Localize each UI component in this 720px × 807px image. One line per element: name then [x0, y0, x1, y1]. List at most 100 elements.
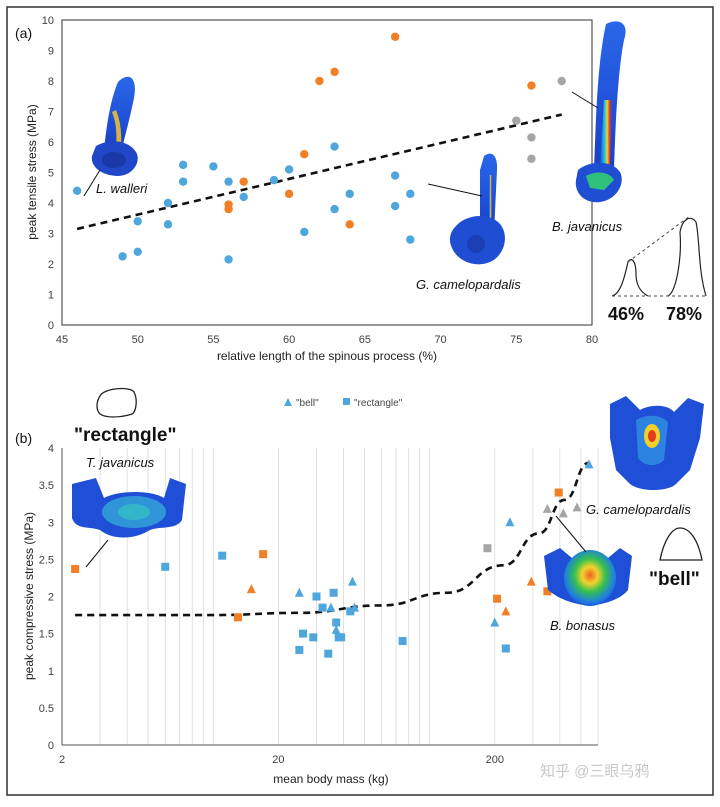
legend-rectangle-label: "rectangle" [354, 398, 403, 409]
watermark-text: 知乎 @三眼乌鸦 [540, 763, 649, 780]
g-camelopardalis-vertebra-image-a [449, 153, 505, 265]
panel-a-x-tick-5: 70 [434, 334, 446, 346]
panel-b-label: (b) [15, 430, 32, 446]
figure-frame [6, 6, 714, 796]
panel-a-y-tick-8: 8 [48, 76, 54, 88]
panel-a-y-tick-3: 3 [48, 229, 54, 241]
panel-b-y-tick-4: 2 [48, 592, 54, 604]
panel-b-y-tick-1: 0.5 [39, 703, 54, 715]
panel-b-point-blue-squares-5 [312, 592, 321, 601]
panel-a-trendline-path [76, 113, 563, 231]
panel-a-point-orange-3 [284, 189, 294, 199]
panel-a-y-tick-5: 5 [48, 168, 54, 180]
panel-a-x-tick-7: 80 [586, 334, 598, 346]
panel-a-point-orange-4 [300, 150, 309, 159]
panel-a-point-blue-11 [239, 192, 248, 202]
panel-b-x-tick-0: 2 [59, 754, 65, 766]
panel-a-label: (a) [15, 25, 32, 41]
panel-b-y-tick-6: 3 [48, 517, 54, 529]
panel-b-point-blue-squares-3 [299, 629, 308, 638]
panel-a-point-orange-6 [330, 67, 339, 77]
panel-b-trendline [75, 461, 590, 617]
t-javanicus-label: T. javanicus [86, 455, 155, 470]
panel-a-point-orange-7 [345, 220, 354, 229]
panel-b-point-blue-squares-1 [218, 551, 227, 560]
b-bonasus-label: B. bonasus [550, 618, 616, 633]
panel-a-point-blue-17 [345, 189, 354, 199]
panel-b-y-tick-0: 0 [48, 740, 54, 752]
t-javanicus-leader-line [85, 539, 109, 568]
panel-a-x-tick-1: 50 [132, 334, 144, 346]
b-bonasus-leader-line [555, 515, 587, 553]
spinous-78-percent-label: 78% [666, 304, 702, 324]
panel-a-point-blue-16 [330, 204, 339, 214]
panel-b-point-orange-squares-3 [493, 594, 502, 603]
bell-shape-icon [659, 527, 703, 561]
l-walleri-vertebra-image [91, 76, 138, 176]
panel-a-point-orange-1 [224, 200, 233, 209]
panel-b-point-blue-triangles-6 [505, 517, 515, 527]
panel-b-point-gray-triangles-2 [572, 502, 582, 512]
panel-a-y-tick-9: 9 [48, 46, 54, 58]
panel-b-point-blue-triangles-3 [347, 576, 357, 586]
panel-a-x-tick-6: 75 [510, 334, 522, 346]
panel-b-point-blue-triangles-0 [294, 587, 304, 597]
panel-b-point-orange-triangles-0 [246, 584, 256, 594]
panel-b-point-orange-triangles-1 [501, 606, 511, 616]
spinous-46-percent-label: 46% [608, 304, 644, 324]
panel-b-point-orange-squares-5 [554, 488, 563, 497]
b-javanicus-label: B. javanicus [552, 219, 623, 234]
panel-b-point-blue-squares-4 [309, 633, 318, 642]
b-javanicus-leader-line [571, 91, 599, 109]
panel-a-x-tick-3: 60 [283, 334, 295, 346]
panel-a-point-blue-15 [330, 142, 339, 151]
panel-a-point-blue-12 [269, 175, 279, 185]
panel-a-y-tick-0: 0 [48, 320, 54, 332]
bell-shape-label: "bell" [649, 569, 700, 590]
g-camelopardalis-label-a: G. camelopardalis [416, 277, 521, 292]
panel-a-point-orange-5 [315, 76, 324, 86]
rectangle-shape-label: "rectangle" [74, 425, 177, 446]
panel-a-points [72, 32, 566, 264]
panel-b-point-blue-squares-9 [332, 618, 341, 627]
panel-b-point-blue-squares-11 [337, 633, 346, 642]
panel-a-x-axis-label: relative length of the spinous process (… [217, 349, 437, 363]
panel-b-point-blue-squares-0 [161, 562, 170, 571]
panel-b-x-tick-2: 200 [486, 754, 504, 766]
panel-a-x-tick-0: 45 [56, 334, 68, 346]
panel-b-point-orange-squares-1 [233, 613, 242, 622]
rectangle-shape-icon [96, 387, 137, 418]
panel-a-y-tick-2: 2 [48, 259, 54, 271]
legend-bell-marker [284, 398, 292, 406]
panel-a-point-blue-1 [118, 252, 127, 261]
panel-b-points [71, 459, 594, 658]
t-javanicus-vertebra-image [72, 478, 186, 538]
panel-b-point-blue-squares-14 [501, 644, 510, 653]
panel-a-point-blue-13 [284, 165, 294, 174]
g-camelopardalis-label-b: G. camelopardalis [586, 502, 691, 517]
panel-a-y-tick-7: 7 [48, 107, 54, 119]
b-javanicus-vertebra-image [575, 21, 626, 203]
panel-a-y-tick-4: 4 [48, 198, 54, 210]
panel-b-point-blue-squares-2 [295, 645, 304, 654]
panel-b-x-axis-label: mean body mass (kg) [273, 772, 388, 786]
panel-a-y-tick-10: 10 [42, 15, 54, 27]
panel-a-trendline [76, 113, 563, 231]
panel-b-y-tick-8: 4 [48, 443, 54, 455]
panel-b-y-tick-7: 3.5 [39, 480, 54, 492]
panel-a-y-axis-label: peak tensile stress (MPa) [25, 104, 39, 239]
b-bonasus-vertebra-image [544, 548, 632, 606]
panel-b-point-orange-squares-2 [259, 550, 268, 559]
panel-a-point-blue-20 [406, 189, 415, 199]
legend-rectangle-marker [343, 398, 350, 405]
panel-b-point-blue-triangles-1 [326, 602, 336, 612]
panel-a-point-blue-9 [224, 177, 233, 186]
legend-bell-label: "bell" [296, 398, 319, 409]
panel-a-x-tick-2: 55 [207, 334, 219, 346]
panel-a-point-orange-9 [527, 81, 536, 90]
panel-a-point-blue-8 [209, 162, 218, 171]
panel-b-point-blue-squares-6 [318, 603, 327, 612]
